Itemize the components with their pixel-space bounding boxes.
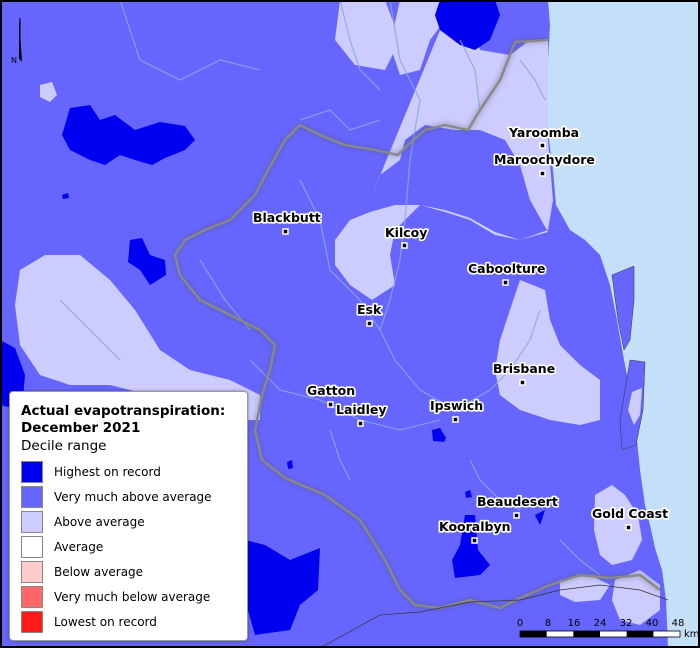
town-kooralbyn: Kooralbyn (437, 517, 512, 544)
island-north (611, 265, 635, 351)
scale-tick-32: 32 (620, 618, 633, 629)
legend-item-label: Very much below average (54, 589, 211, 604)
town-beaudesert: Beaudesert (475, 492, 559, 519)
svg-text:Blackbutt: Blackbutt (253, 210, 321, 225)
svg-text:Gatton: Gatton (307, 383, 355, 398)
legend-item-highest: Highest on record (21, 459, 247, 484)
svg-text:Kooralbyn: Kooralbyn (439, 519, 511, 534)
legend-item-label: Above average (54, 514, 145, 529)
svg-text:Maroochydore: Maroochydore (494, 152, 595, 167)
legend: Actual evapotranspiration: December 2021… (9, 391, 248, 641)
town-laidley: Laidley (334, 400, 388, 427)
svg-text:Yaroomba: Yaroomba (508, 125, 579, 140)
legend-swatch (21, 610, 43, 633)
scale-tick-40: 40 (646, 618, 659, 629)
legend-swatch (21, 460, 43, 483)
svg-text:Beaudesert: Beaudesert (477, 494, 558, 509)
legend-item-below: Below average (21, 559, 247, 584)
svg-text:Gold Coast: Gold Coast (592, 506, 668, 521)
legend-swatch (21, 485, 43, 508)
town-caboolture: Caboolture (466, 259, 547, 286)
scale-tick-0: 0 (517, 618, 523, 629)
town-gold-coast: Gold Coast (590, 504, 670, 531)
state-boundary (319, 584, 669, 648)
town-yaroomba: Yaroomba (506, 123, 581, 149)
island-inner-light (628, 388, 642, 425)
legend-swatch (21, 560, 43, 583)
scale-tick-8: 8 (545, 618, 551, 629)
legend-item-average: Average (21, 534, 247, 559)
scale-tick-16: 16 (568, 618, 581, 629)
svg-text:Caboolture: Caboolture (468, 261, 546, 276)
legend-swatch (21, 510, 43, 533)
legend-item-label: Lowest on record (54, 614, 157, 629)
svg-text:Ipswich: Ipswich (430, 398, 483, 413)
scale-bar: 0 8 16 24 32 40 48 km (517, 618, 700, 640)
legend-item-label: Average (54, 539, 104, 554)
town-esk: Esk (355, 300, 384, 327)
town-maroochydore: Maroochydore (492, 150, 596, 177)
legend-swatch (21, 585, 43, 608)
town-kilcoy: Kilcoy (383, 223, 429, 249)
north-arrow: N (11, 18, 22, 65)
region-highest-on-record (0, 0, 545, 635)
region-above-average (15, 0, 660, 625)
svg-text:Laidley: Laidley (336, 402, 387, 417)
legend-swatch (21, 535, 43, 558)
town-markers: Yaroomba Maroochydore Blackbutt Kilcoy C… (251, 123, 670, 544)
scale-tick-48: 48 (672, 618, 685, 629)
coastal-strip (548, 232, 572, 285)
north-label: N (11, 56, 17, 65)
river-network (59, 0, 601, 576)
legend-item-label: Highest on record (54, 464, 161, 479)
svg-text:Esk: Esk (357, 302, 382, 317)
town-brisbane: Brisbane (491, 359, 557, 386)
legend-item-above: Above average (21, 509, 247, 534)
scale-tick-24: 24 (594, 618, 607, 629)
legend-item-very-much-above: Very much above average (21, 484, 247, 509)
svg-text:Kilcoy: Kilcoy (385, 225, 427, 240)
legend-item-lowest: Lowest on record (21, 609, 247, 634)
catchment-boundary (173, 38, 661, 610)
legend-item-very-much-below: Very much below average (21, 584, 247, 609)
svg-text:Brisbane: Brisbane (493, 361, 555, 376)
legend-item-label: Very much above average (54, 489, 212, 504)
town-gatton: Gatton (305, 381, 357, 408)
town-ipswich: Ipswich (428, 396, 485, 423)
scale-unit: km (684, 629, 700, 640)
legend-subtitle: Decile range (21, 438, 107, 454)
legend-item-label: Below average (54, 564, 144, 579)
legend-title: Actual evapotranspiration: December 2021 (21, 403, 226, 436)
town-blackbutt: Blackbutt (251, 208, 322, 235)
